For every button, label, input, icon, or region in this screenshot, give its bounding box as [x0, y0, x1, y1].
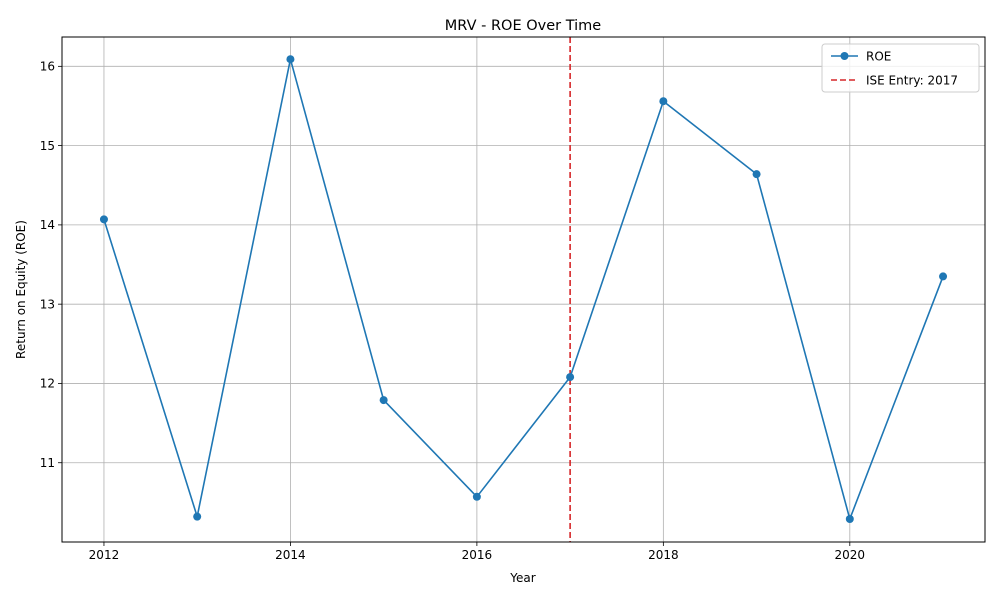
roe-data-point [659, 97, 668, 106]
x-tick-label: 2016 [462, 548, 493, 562]
roe-data-point [845, 515, 854, 524]
x-tick-label: 2018 [648, 548, 679, 562]
x-axis-ticks: 2012 2014 2016 2018 2020 [89, 542, 865, 562]
plot-frame [61, 36, 986, 543]
x-tick-label: 2012 [89, 548, 120, 562]
roe-data-point [752, 170, 761, 179]
chart-title: MRV - ROE Over Time [445, 18, 601, 34]
legend-ise-entry-label: ISE Entry: 2017 [866, 74, 958, 88]
x-tick-label: 2014 [275, 548, 306, 562]
roe-data-point [379, 396, 388, 405]
y-axis-label: Return on Equity (ROE) [14, 220, 28, 359]
roe-data-point [193, 512, 202, 521]
roe-data-point [472, 492, 481, 501]
legend: ROE ISE Entry: 2017 [821, 43, 980, 93]
y-tick-label: 12 [40, 377, 55, 391]
y-tick-label: 13 [40, 297, 55, 311]
roe-data-point [939, 272, 948, 281]
x-tick-label: 2020 [835, 548, 866, 562]
y-tick-label: 15 [40, 139, 55, 153]
legend-roe-marker [840, 52, 849, 60]
y-tick-label: 14 [40, 218, 55, 232]
y-axis-ticks: 11 12 13 14 15 16 [40, 60, 62, 470]
roe-data-point [99, 215, 108, 224]
roe-series-line [103, 58, 944, 520]
roe-data-point [566, 373, 575, 382]
y-tick-label: 11 [40, 456, 55, 470]
y-tick-label: 16 [40, 60, 55, 74]
legend-roe-label: ROE [866, 50, 891, 64]
x-axis-label: Year [509, 571, 535, 585]
roe-data-point [286, 55, 295, 64]
series-layer [99, 55, 948, 524]
legend-box [821, 43, 980, 93]
